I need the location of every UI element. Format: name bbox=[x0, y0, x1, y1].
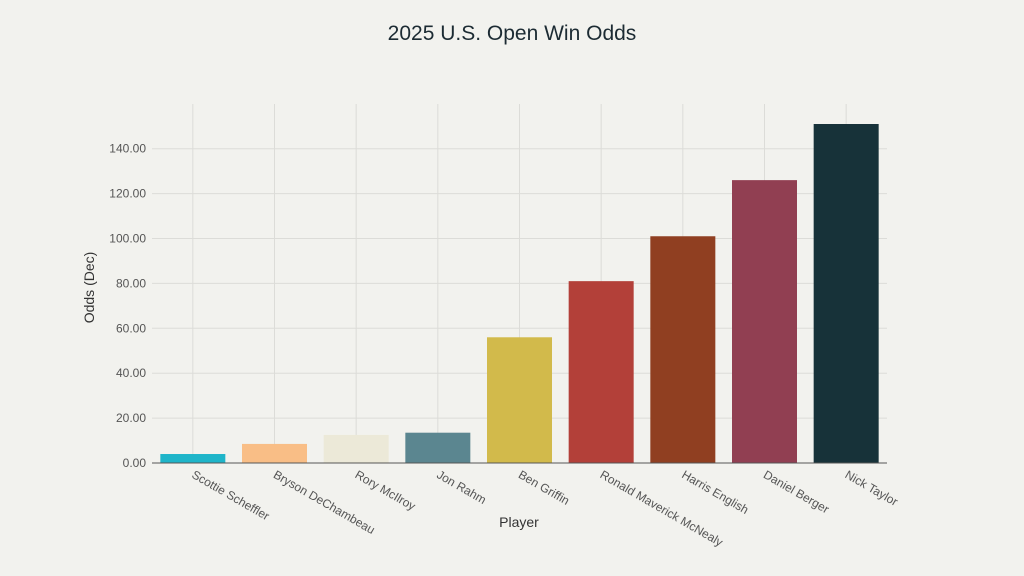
y-tick-label: 100.00 bbox=[109, 232, 146, 246]
bar bbox=[160, 454, 226, 463]
bar bbox=[242, 443, 307, 463]
bar bbox=[568, 281, 634, 463]
y-tick-label: 120.00 bbox=[109, 187, 146, 201]
bar bbox=[732, 180, 797, 463]
bar bbox=[813, 124, 879, 463]
x-tick-label: Harris English bbox=[679, 467, 751, 516]
y-tick-label: 80.00 bbox=[116, 276, 146, 290]
bar bbox=[487, 337, 552, 463]
bars bbox=[160, 124, 879, 463]
x-tick-label: Scottie Scheffler bbox=[189, 467, 271, 523]
y-tick-label: 40.00 bbox=[116, 366, 146, 380]
x-tick-label: Nick Taylor bbox=[843, 467, 901, 508]
bar bbox=[323, 434, 389, 463]
y-tick-label: 60.00 bbox=[116, 321, 146, 335]
x-axis-title: Player bbox=[499, 514, 539, 530]
x-tick-label: Daniel Berger bbox=[761, 467, 832, 516]
bar bbox=[405, 432, 471, 463]
x-tick-label: Jon Rahm bbox=[434, 467, 488, 506]
y-tick-label: 140.00 bbox=[109, 142, 146, 156]
chart-title: 2025 U.S. Open Win Odds bbox=[387, 22, 637, 45]
bar bbox=[650, 236, 716, 463]
y-tick-label: 0.00 bbox=[123, 456, 147, 470]
x-tick-label: Ben Griffin bbox=[516, 467, 572, 507]
x-tick-label: Rory McIlroy bbox=[353, 467, 418, 513]
y-axis-ticks: 0.00 20.00 40.00 60.00 80.00 100.00 120.00 140.… bbox=[109, 142, 146, 470]
y-axis-title: Odds (Dec) bbox=[81, 252, 97, 324]
y-tick-label: 20.00 bbox=[116, 411, 146, 425]
